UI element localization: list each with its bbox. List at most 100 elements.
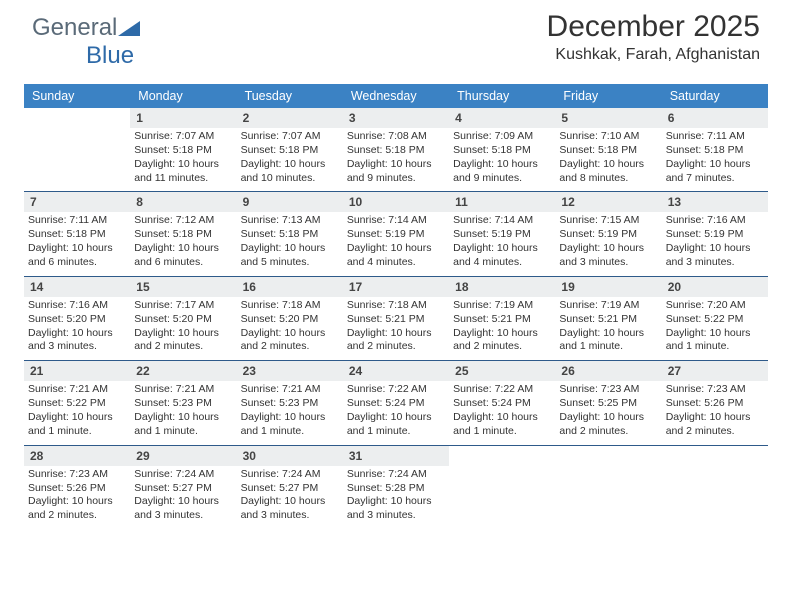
daylight-line: Daylight: 10 hours and 1 minute. — [134, 411, 232, 439]
sunrise-line: Sunrise: 7:21 AM — [134, 383, 232, 397]
sunset-line: Sunset: 5:26 PM — [28, 482, 126, 496]
day-number: 13 — [662, 192, 768, 212]
sunrise-line: Sunrise: 7:08 AM — [347, 130, 445, 144]
day-number: 22 — [130, 361, 236, 381]
day-number: 9 — [237, 192, 343, 212]
day-number: 26 — [555, 361, 661, 381]
sunset-line: Sunset: 5:22 PM — [28, 397, 126, 411]
day-number: 16 — [237, 277, 343, 297]
sunset-line: Sunset: 5:25 PM — [559, 397, 657, 411]
sunset-line: Sunset: 5:19 PM — [453, 228, 551, 242]
calendar-week: 14Sunrise: 7:16 AMSunset: 5:20 PMDayligh… — [24, 277, 768, 361]
weekday-header: Saturday — [662, 84, 768, 108]
daylight-line: Daylight: 10 hours and 2 minutes. — [241, 327, 339, 355]
sunset-line: Sunset: 5:24 PM — [453, 397, 551, 411]
sunrise-line: Sunrise: 7:14 AM — [453, 214, 551, 228]
calendar-cell: 8Sunrise: 7:12 AMSunset: 5:18 PMDaylight… — [130, 192, 236, 275]
sunset-line: Sunset: 5:18 PM — [347, 144, 445, 158]
calendar-cell — [449, 446, 555, 529]
daylight-line: Daylight: 10 hours and 2 minutes. — [666, 411, 764, 439]
calendar-cell: 22 Sunrise: 7:21 AMSunset: 5:23 PMDayligh… — [130, 361, 236, 444]
sunset-line: Sunset: 5:18 PM — [666, 144, 764, 158]
daylight-line: Daylight: 10 hours and 2 minutes. — [28, 495, 126, 523]
sunset-line: Sunset: 5:21 PM — [559, 313, 657, 327]
sunset-line: Sunset: 5:18 PM — [134, 144, 232, 158]
calendar-cell — [662, 446, 768, 529]
daylight-line: Daylight: 10 hours and 11 minutes. — [134, 158, 232, 186]
weekday-header-row: Sunday Monday Tuesday Wednesday Thursday… — [24, 84, 768, 108]
sunset-line: Sunset: 5:20 PM — [241, 313, 339, 327]
calendar-cell: 4Sunrise: 7:09 AMSunset: 5:18 PMDaylight… — [449, 108, 555, 191]
calendar-cell: 20Sunrise: 7:20 AMSunset: 5:22 PMDayligh… — [662, 277, 768, 360]
sunrise-line: Sunrise: 7:24 AM — [347, 468, 445, 482]
day-number: 12 — [555, 192, 661, 212]
calendar-week: 1Sunrise: 7:07 AMSunset: 5:18 PMDaylight… — [24, 108, 768, 192]
sunset-line: Sunset: 5:27 PM — [241, 482, 339, 496]
day-number: 10 — [343, 192, 449, 212]
calendar-cell — [555, 446, 661, 529]
daylight-line: Daylight: 10 hours and 3 minutes. — [559, 242, 657, 270]
day-number: 27 — [662, 361, 768, 381]
sunset-line: Sunset: 5:21 PM — [453, 313, 551, 327]
calendar-week: 7 Sunrise: 7:11 AMSunset: 5:18 PM Daylight… — [24, 192, 768, 276]
day-number: 20 — [662, 277, 768, 297]
brand-part1: General — [32, 14, 117, 41]
sunset-line: Sunset: 5:18 PM — [559, 144, 657, 158]
calendar-cell: 3Sunrise: 7:08 AMSunset: 5:18 PMDaylight… — [343, 108, 449, 191]
brand-logo: General Blue — [32, 14, 142, 70]
calendar-cell: 14 Sunrise: 7:16 AMSunset: 5:20 PMDayligh… — [24, 277, 130, 360]
day-number: 25 — [449, 361, 555, 381]
sunrise-line: Sunrise: 7:09 AM — [453, 130, 551, 144]
daylight-line: Daylight: 10 hours and 1 minute. — [666, 327, 764, 355]
calendar-cell: 19Sunrise: 7:19 AMSunset: 5:21 PMDayligh… — [555, 277, 661, 360]
weekday-header: Monday — [130, 84, 236, 108]
calendar-cell: 27Sunrise: 7:23 AMSunset: 5:26 PMDayligh… — [662, 361, 768, 444]
sunset-line: Sunset: 5:23 PM — [134, 397, 232, 411]
day-number: 7 — [24, 192, 130, 212]
sunrise-line: Sunrise: 7:07 AM — [241, 130, 339, 144]
calendar-cell: 29Sunrise: 7:24 AMSunset: 5:27 PMDayligh… — [130, 446, 236, 529]
calendar-cell: 23Sunrise: 7:21 AMSunset: 5:23 PMDayligh… — [237, 361, 343, 444]
sunset-line: Sunset: 5:18 PM — [28, 228, 126, 242]
sunset-line: Sunset: 5:18 PM — [241, 144, 339, 158]
sunrise-line: Sunrise: 7:21 AM — [28, 383, 126, 397]
sunrise-line: Sunrise: 7:23 AM — [28, 468, 126, 482]
day-number: 4 — [449, 108, 555, 128]
calendar-week: 21Sunrise: 7:21 AMSunset: 5:22 PMDayligh… — [24, 361, 768, 445]
daylight-line: Daylight: 10 hours and 3 minutes. — [241, 495, 339, 523]
daylight-line: Daylight: 10 hours and 7 minutes. — [666, 158, 764, 186]
day-number: 14 — [24, 277, 130, 297]
sunrise-line: Sunrise: 7:07 AM — [134, 130, 232, 144]
calendar-cell: 24Sunrise: 7:22 AMSunset: 5:24 PMDayligh… — [343, 361, 449, 444]
calendar-cell: 25Sunrise: 7:22 AMSunset: 5:24 PMDayligh… — [449, 361, 555, 444]
sunrise-line: Sunrise: 7:16 AM — [28, 299, 126, 313]
day-number: 18 — [449, 277, 555, 297]
daylight-line: Daylight: 10 hours and 10 minutes. — [241, 158, 339, 186]
day-number: 31 — [343, 446, 449, 466]
day-number: 6 — [662, 108, 768, 128]
sunrise-line: Sunrise: 7:13 AM — [241, 214, 339, 228]
sunrise-line: Sunrise: 7:11 AM — [28, 214, 126, 228]
day-number: 11 — [449, 192, 555, 212]
sunrise-line: Sunrise: 7:21 AM — [241, 383, 339, 397]
sunrise-line: Sunrise: 7:18 AM — [347, 299, 445, 313]
daylight-line: Daylight: 10 hours and 2 minutes. — [347, 327, 445, 355]
sunset-line: Sunset: 5:19 PM — [666, 228, 764, 242]
daylight-line: Daylight: 10 hours and 4 minutes. — [453, 242, 551, 270]
sunrise-line: Sunrise: 7:19 AM — [453, 299, 551, 313]
day-number: 5 — [555, 108, 661, 128]
weekday-header: Tuesday — [237, 84, 343, 108]
sunrise-line: Sunrise: 7:24 AM — [241, 468, 339, 482]
calendar-cell: 12Sunrise: 7:15 AMSunset: 5:19 PMDayligh… — [555, 192, 661, 275]
daylight-line: Daylight: 10 hours and 3 minutes. — [134, 495, 232, 523]
sunset-line: Sunset: 5:19 PM — [559, 228, 657, 242]
sunrise-line: Sunrise: 7:23 AM — [666, 383, 764, 397]
day-number: 29 — [130, 446, 236, 466]
daylight-line: Daylight: 10 hours and 3 minutes. — [28, 327, 126, 355]
location-subtitle: Kushkak, Farah, Afghanistan — [547, 46, 760, 64]
daylight-line: Daylight: 10 hours and 3 minutes. — [666, 242, 764, 270]
sunset-line: Sunset: 5:27 PM — [134, 482, 232, 496]
sunrise-line: Sunrise: 7:11 AM — [666, 130, 764, 144]
sunset-line: Sunset: 5:20 PM — [28, 313, 126, 327]
day-number: 28 — [24, 446, 130, 466]
